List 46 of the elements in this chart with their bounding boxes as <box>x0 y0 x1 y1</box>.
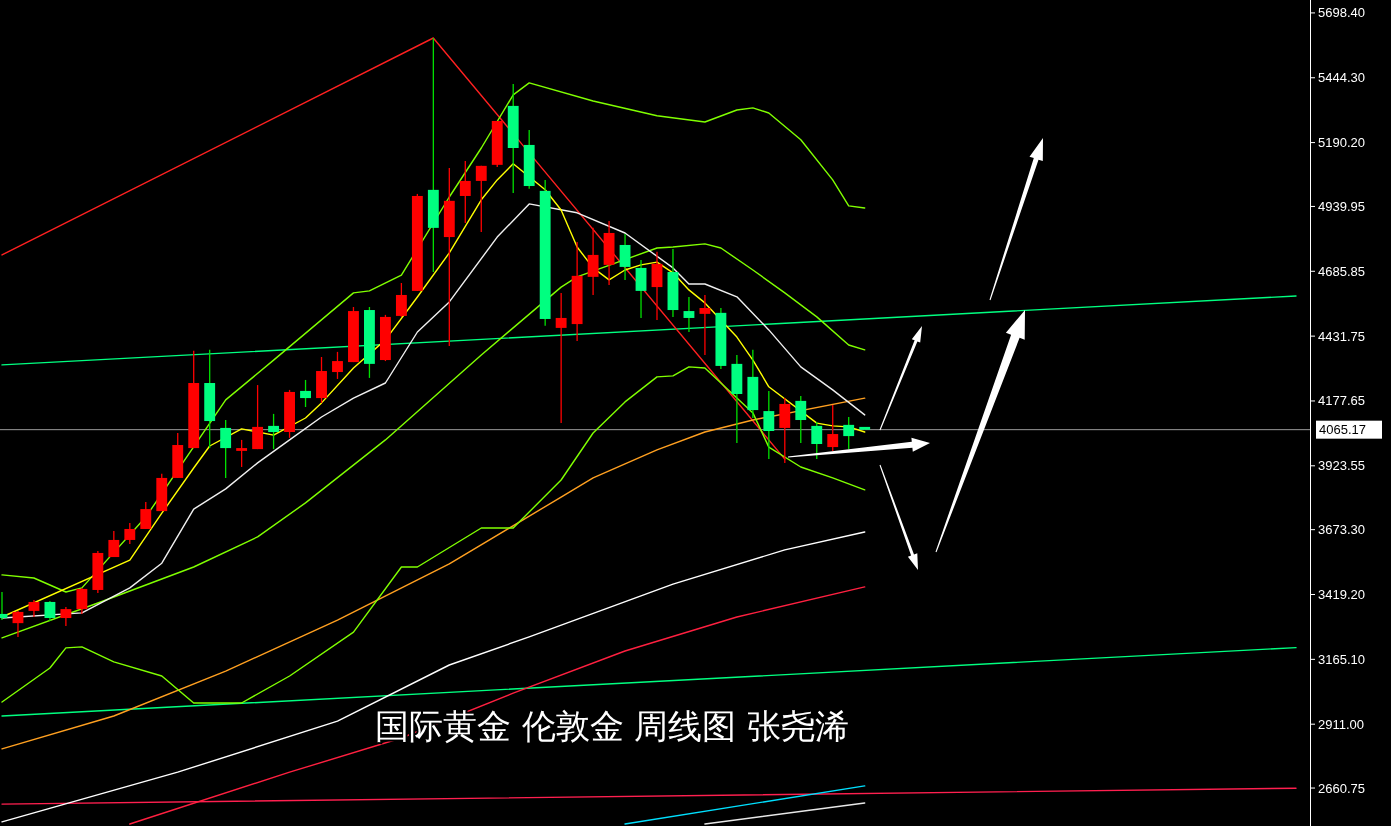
y-tick-label: 5444.30 <box>1318 70 1365 86</box>
candlestick <box>635 259 647 319</box>
y-tick-label: 5190.20 <box>1318 135 1365 151</box>
candlestick <box>395 282 407 318</box>
candlestick <box>779 397 791 464</box>
candlestick <box>651 251 663 321</box>
candlestick <box>44 600 56 622</box>
candlestick <box>60 606 72 627</box>
y-tick-label: 4431.75 <box>1318 328 1365 344</box>
candlestick <box>475 165 487 233</box>
y-tick-label: 3923.55 <box>1318 458 1365 474</box>
line-series <box>129 586 866 825</box>
candlestick <box>268 413 280 450</box>
candlestick <box>220 419 232 479</box>
candlestick <box>843 416 855 450</box>
candlestick <box>763 390 775 460</box>
candlestick <box>236 439 248 468</box>
y-tick-label: 3419.20 <box>1318 587 1365 603</box>
candlestick <box>811 421 823 460</box>
candlestick <box>12 610 24 638</box>
ref-line-label: 4065.17 <box>1319 422 1366 438</box>
candlestick <box>699 294 711 356</box>
line-series <box>1 397 866 750</box>
candlestick <box>300 379 311 408</box>
candlestick <box>76 587 88 615</box>
y-tick-label: 2660.75 <box>1318 780 1365 796</box>
candlestick <box>140 501 152 530</box>
candlestick <box>587 227 599 296</box>
candlestick <box>252 384 264 450</box>
candlestick <box>124 522 136 545</box>
candlestick <box>555 292 567 424</box>
candlestick <box>108 530 120 558</box>
line-series <box>1 366 866 704</box>
candlestick <box>459 160 471 224</box>
candlestick <box>795 395 807 444</box>
y-tick-label: 4177.65 <box>1318 393 1365 409</box>
candlestick <box>332 351 343 380</box>
candlestick <box>827 404 839 452</box>
line-series <box>1 531 866 823</box>
y-tick-label: 5698.40 <box>1318 5 1365 21</box>
y-tick-label: 4685.85 <box>1318 263 1365 279</box>
y-tick-label: 4939.95 <box>1318 198 1365 214</box>
y-tick-label: 2911.00 <box>1318 716 1365 732</box>
candlestick <box>619 233 631 281</box>
y-tick-label: 3673.30 <box>1318 522 1365 538</box>
y-tick-label: 3165.10 <box>1318 651 1365 667</box>
